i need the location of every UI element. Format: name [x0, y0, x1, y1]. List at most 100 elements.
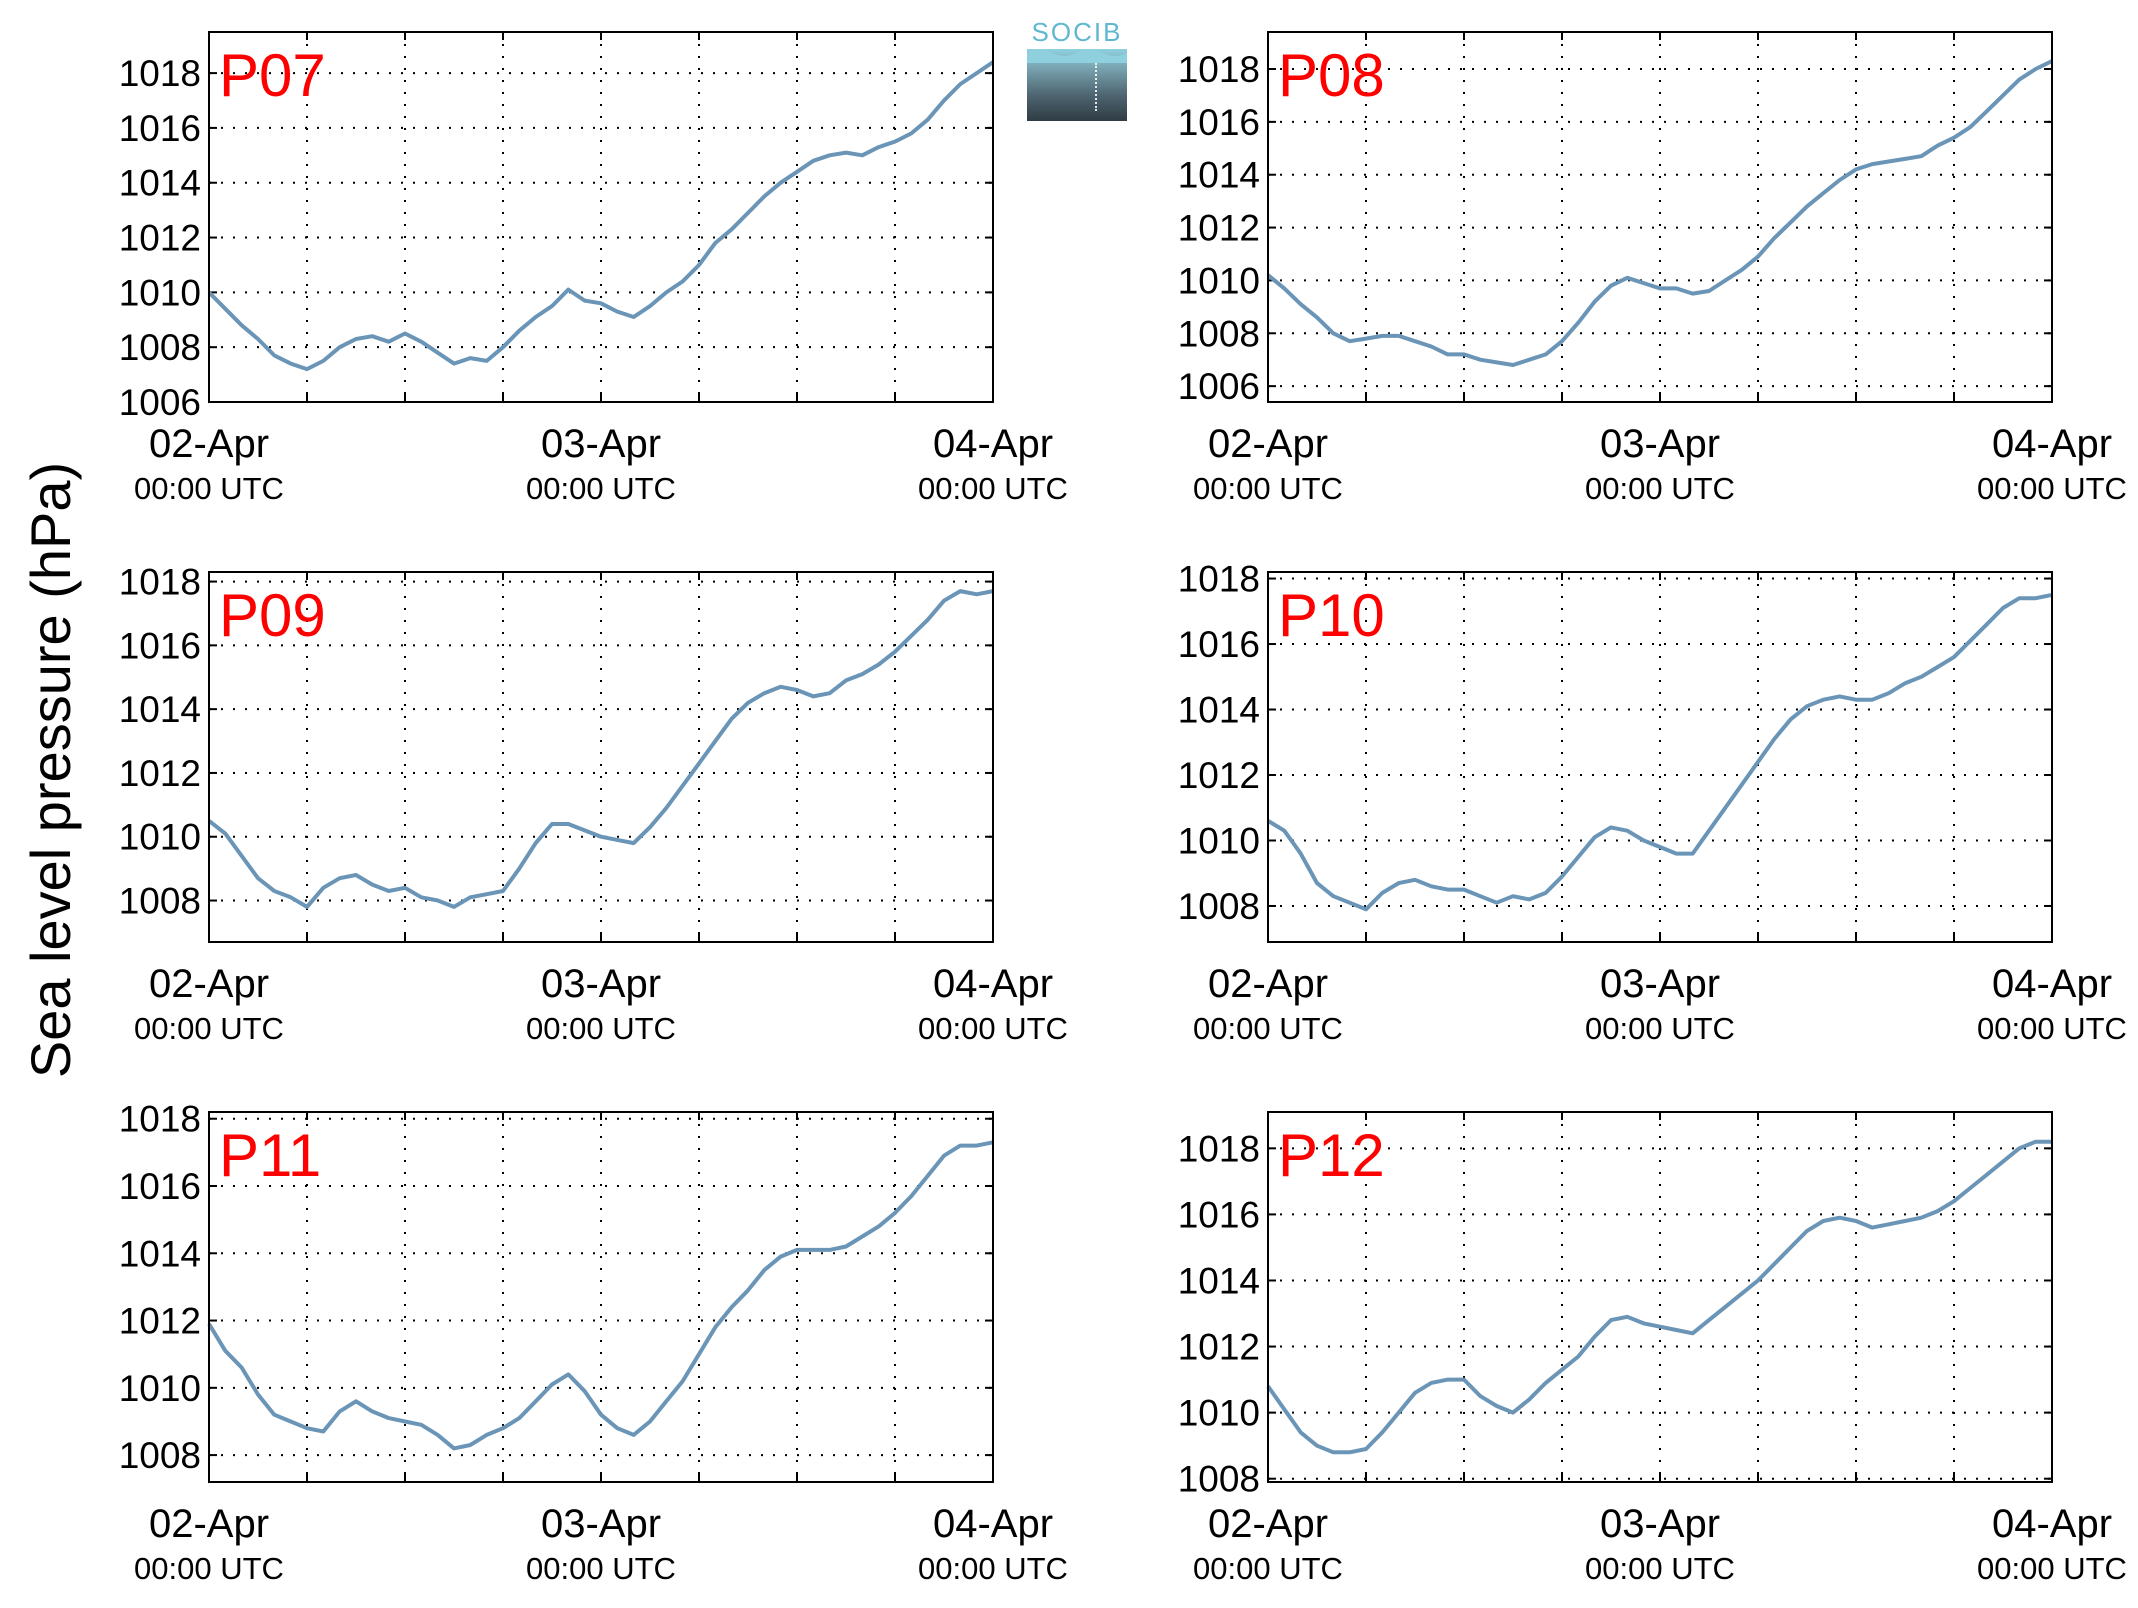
x-tick-label: 02-Apr [149, 1502, 269, 1546]
x-tick-label: 02-Apr [1208, 962, 1328, 1006]
plot-frame [1267, 31, 2053, 403]
y-tick-label: 1010 [1178, 260, 1260, 301]
y-tick-label: 1010 [119, 272, 201, 313]
y-tick-label: 1008 [119, 881, 201, 922]
station-label: P09 [219, 582, 326, 649]
y-tick-label: 1010 [119, 817, 201, 858]
series-line [207, 589, 994, 909]
y-tick-label: 1010 [1178, 1393, 1260, 1434]
x-tick-sublabel: 00:00 UTC [1977, 1011, 2127, 1046]
x-tick-sublabel: 00:00 UTC [526, 471, 676, 506]
x-tick-sublabel: 00:00 UTC [1193, 1551, 1343, 1586]
y-tick-label: 1006 [119, 382, 201, 423]
x-tick-sublabel: 00:00 UTC [918, 471, 1068, 506]
socib-logo-text: SOCIB [1031, 17, 1123, 47]
y-tick-label: 1012 [119, 753, 201, 794]
y-tick-label: 1008 [119, 327, 201, 368]
y-tick-label: 1010 [119, 1368, 201, 1409]
station-label: P07 [219, 42, 326, 109]
y-tick-label: 1012 [119, 218, 201, 259]
x-tick-label: 03-Apr [541, 1502, 661, 1546]
y-tick-label: 1016 [1178, 624, 1260, 665]
x-tick-label: 03-Apr [1600, 962, 1720, 1006]
series-line [1266, 1139, 2052, 1455]
x-tick-sublabel: 00:00 UTC [526, 1011, 676, 1046]
x-tick-label: 04-Apr [1992, 962, 2112, 1006]
y-tick-label: 1012 [1178, 1327, 1260, 1368]
y-tick-label: 1014 [119, 163, 201, 204]
y-tick-label: 1018 [1178, 559, 1260, 600]
x-tick-sublabel: 00:00 UTC [134, 471, 284, 506]
y-tick-label: 1012 [1178, 755, 1260, 796]
y-tick-label: 1012 [1178, 208, 1260, 249]
y-tick-label: 1008 [119, 1435, 201, 1476]
y-tick-label: 1014 [1178, 1260, 1260, 1301]
x-tick-label: 04-Apr [933, 422, 1053, 466]
x-tick-label: 04-Apr [933, 1502, 1053, 1546]
series-line [1266, 592, 2053, 912]
x-tick-label: 02-Apr [1208, 422, 1328, 466]
y-tick-label: 1016 [1178, 102, 1260, 143]
y-tick-label: 1006 [1178, 366, 1260, 407]
y-tick-label: 1018 [119, 1099, 201, 1140]
y-tick-label: 1008 [1178, 886, 1260, 927]
x-tick-label: 02-Apr [149, 422, 269, 466]
station-label: P10 [1278, 582, 1385, 649]
x-tick-label: 02-Apr [1208, 1502, 1328, 1546]
plot-frame [1267, 571, 2053, 943]
y-axis-label: Sea level pressure (hPa) [19, 462, 82, 1078]
socib-logo: SOCIB [1027, 17, 1127, 121]
y-tick-label: 1012 [119, 1301, 201, 1342]
x-tick-label: 04-Apr [1992, 1502, 2112, 1546]
x-tick-sublabel: 00:00 UTC [1585, 471, 1735, 506]
x-tick-sublabel: 00:00 UTC [1977, 1551, 2127, 1586]
y-tick-label: 1014 [1178, 155, 1260, 196]
chart-panels: 1006 1008 1010 1012 1014 1016 1018 P07 02-Apr 00:… [119, 31, 2127, 1586]
socib-logo-wave [1027, 50, 1127, 63]
x-tick-sublabel: 00:00 UTC [1193, 1011, 1343, 1046]
y-tick-label: 1016 [119, 1166, 201, 1207]
plot-frame [208, 1111, 994, 1483]
series-line [207, 60, 995, 372]
x-tick-label: 03-Apr [541, 422, 661, 466]
y-tick-label: 1018 [119, 53, 201, 94]
y-tick-label: 1014 [119, 689, 201, 730]
plot-frame [1267, 1111, 2053, 1483]
x-tick-sublabel: 00:00 UTC [918, 1551, 1068, 1586]
series-line [207, 1140, 994, 1451]
y-tick-label: 1016 [119, 108, 201, 149]
chart-panel-p09: 1008 1010 1012 1014 1016 1018 P09 02-Apr 00:00 U… [119, 562, 1068, 1046]
plot-frame [208, 571, 994, 943]
chart-panel-p10: 1008 1010 1012 1014 1016 1018 P10 02-Apr 00:00 U… [1178, 559, 2127, 1046]
plot-frame [208, 31, 994, 403]
y-tick-label: 1008 [1178, 1459, 1260, 1500]
y-tick-label: 1016 [119, 625, 201, 666]
station-label: P08 [1278, 42, 1385, 109]
y-tick-label: 1018 [119, 562, 201, 603]
socib-logo-dots [1095, 63, 1097, 111]
chart-panel-p11: 1008 1010 1012 1014 1016 1018 P11 02-Apr 00:00 U… [119, 1099, 1068, 1586]
y-tick-label: 1018 [1178, 49, 1260, 90]
x-tick-sublabel: 00:00 UTC [526, 1551, 676, 1586]
x-tick-sublabel: 00:00 UTC [1585, 1551, 1735, 1586]
y-tick-label: 1014 [119, 1233, 201, 1274]
series-line [1266, 59, 2053, 367]
y-tick-label: 1014 [1178, 690, 1260, 731]
y-tick-label: 1010 [1178, 820, 1260, 861]
chart-panel-p07: 1006 1008 1010 1012 1014 1016 1018 P07 02-Apr 00:… [119, 31, 1068, 506]
chart-panel-p12: 1008 1010 1012 1014 1016 1018 P12 02-Apr 00:00 U… [1178, 1111, 2127, 1586]
y-tick-label: 1018 [1178, 1128, 1260, 1169]
y-tick-label: 1008 [1178, 313, 1260, 354]
x-tick-label: 03-Apr [541, 962, 661, 1006]
x-tick-label: 03-Apr [1600, 1502, 1720, 1546]
x-tick-label: 02-Apr [149, 962, 269, 1006]
x-tick-sublabel: 00:00 UTC [1585, 1011, 1735, 1046]
chart-panel-p08: 1006 1008 1010 1012 1014 1016 1018 P08 02-Apr 00:… [1178, 31, 2127, 506]
x-tick-sublabel: 00:00 UTC [1977, 471, 2127, 506]
y-tick-label: 1016 [1178, 1194, 1260, 1235]
station-label: P12 [1278, 1122, 1385, 1189]
x-tick-sublabel: 00:00 UTC [1193, 471, 1343, 506]
x-tick-sublabel: 00:00 UTC [134, 1011, 284, 1046]
x-tick-sublabel: 00:00 UTC [134, 1551, 284, 1586]
x-tick-label: 04-Apr [1992, 422, 2112, 466]
